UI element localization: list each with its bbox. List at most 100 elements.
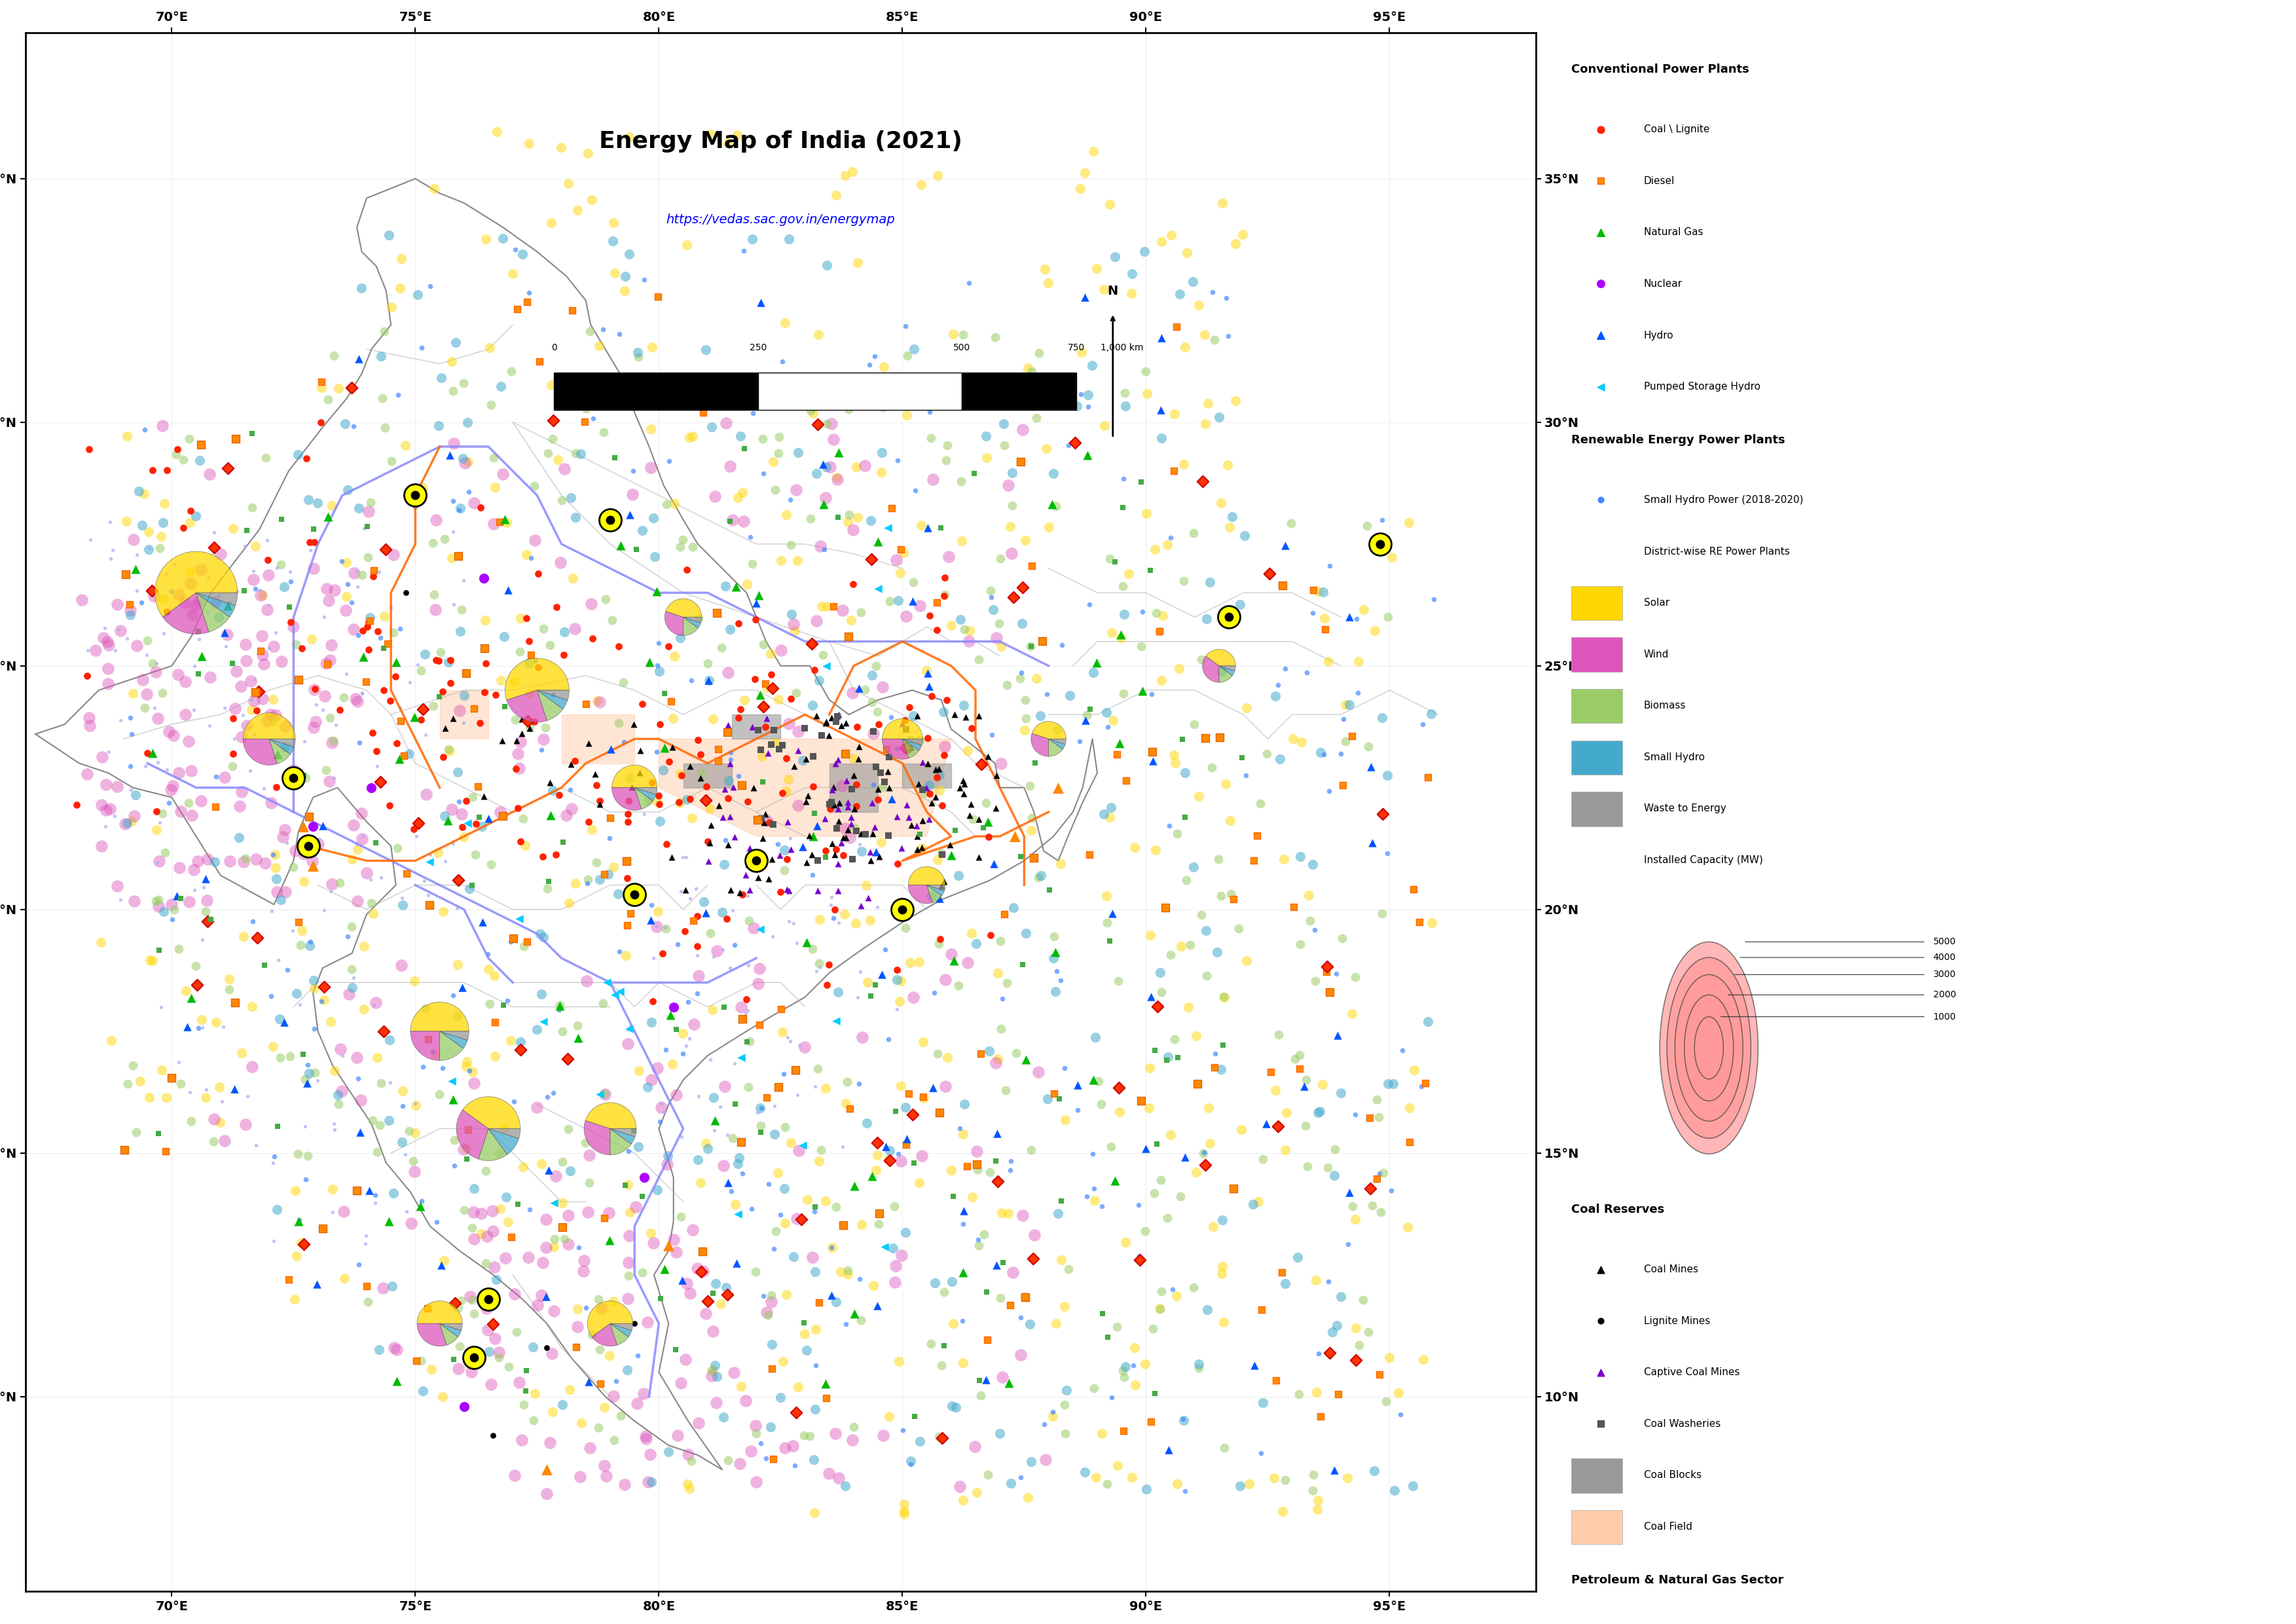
Point bbox=[847, 872, 884, 898]
Point bbox=[1013, 773, 1049, 799]
Point bbox=[810, 723, 847, 749]
Point bbox=[893, 588, 930, 614]
Point bbox=[402, 1194, 439, 1220]
Point bbox=[372, 594, 409, 620]
Point bbox=[1114, 1465, 1150, 1491]
Point bbox=[1410, 1009, 1446, 1034]
Point bbox=[714, 507, 751, 533]
Point bbox=[891, 804, 928, 830]
Point bbox=[691, 921, 728, 947]
Point bbox=[833, 680, 870, 706]
Point bbox=[1127, 1218, 1164, 1244]
Text: Coal Washeries: Coal Washeries bbox=[1644, 1419, 1720, 1429]
Point bbox=[781, 1031, 817, 1057]
Point bbox=[971, 578, 1008, 604]
Point bbox=[886, 313, 923, 339]
Point bbox=[643, 1090, 680, 1116]
Point bbox=[218, 425, 255, 451]
Point bbox=[78, 637, 115, 663]
Point bbox=[691, 830, 728, 856]
Point bbox=[815, 593, 852, 619]
Point bbox=[813, 789, 850, 815]
Point bbox=[668, 844, 705, 870]
Point bbox=[149, 599, 186, 625]
Point bbox=[248, 528, 285, 554]
Point bbox=[585, 1453, 622, 1479]
Point bbox=[719, 573, 755, 599]
Point bbox=[1185, 1140, 1221, 1166]
Wedge shape bbox=[163, 593, 209, 633]
Point bbox=[902, 512, 939, 538]
Point bbox=[443, 619, 480, 645]
Point bbox=[748, 705, 785, 731]
Point bbox=[351, 607, 388, 633]
Point bbox=[243, 685, 280, 711]
Point bbox=[214, 650, 250, 676]
Point bbox=[1003, 417, 1040, 443]
Point bbox=[877, 1254, 914, 1280]
Point bbox=[882, 536, 918, 562]
Point bbox=[546, 619, 583, 645]
Point bbox=[912, 781, 948, 807]
Point bbox=[1348, 513, 1384, 539]
Point bbox=[1187, 411, 1224, 437]
Point bbox=[443, 801, 480, 827]
Point bbox=[788, 745, 824, 771]
Point bbox=[925, 698, 962, 724]
Point bbox=[709, 1447, 746, 1473]
Text: Pumped Storage Hydro: Pumped Storage Hydro bbox=[1644, 382, 1761, 391]
Point bbox=[680, 934, 716, 960]
Point bbox=[1306, 615, 1343, 641]
Point bbox=[533, 802, 569, 828]
Point bbox=[781, 793, 817, 818]
Point bbox=[549, 1046, 585, 1072]
Point bbox=[875, 1194, 912, 1220]
Point bbox=[1306, 606, 1343, 632]
Point bbox=[122, 477, 158, 503]
Point bbox=[730, 952, 767, 978]
Point bbox=[528, 1481, 565, 1507]
Point bbox=[434, 378, 471, 404]
Point bbox=[179, 619, 216, 645]
Point bbox=[1334, 1000, 1371, 1026]
Point bbox=[797, 1194, 833, 1220]
Point bbox=[450, 448, 487, 474]
Point bbox=[606, 1173, 643, 1199]
Point bbox=[360, 1112, 397, 1138]
Point bbox=[184, 927, 220, 953]
Point bbox=[266, 817, 303, 843]
Point bbox=[1102, 625, 1139, 651]
Point bbox=[664, 1267, 700, 1293]
Point bbox=[1352, 1176, 1389, 1202]
Point bbox=[771, 531, 808, 557]
Point bbox=[1316, 1457, 1352, 1483]
Point bbox=[918, 617, 955, 643]
Point bbox=[227, 648, 264, 674]
Point bbox=[925, 1333, 962, 1359]
Point bbox=[1247, 1111, 1283, 1137]
Point bbox=[974, 585, 1010, 611]
Point bbox=[1019, 1059, 1056, 1085]
Point bbox=[507, 833, 544, 859]
Point bbox=[220, 793, 257, 818]
Point bbox=[654, 734, 691, 760]
Point bbox=[356, 1182, 393, 1208]
Point bbox=[608, 1286, 645, 1312]
Point bbox=[266, 713, 303, 739]
Point bbox=[767, 1434, 804, 1460]
Point bbox=[1180, 1356, 1217, 1382]
Point bbox=[863, 830, 900, 856]
Point bbox=[615, 882, 652, 908]
Point bbox=[248, 708, 285, 734]
Point bbox=[1178, 1160, 1215, 1186]
Point bbox=[707, 776, 744, 802]
Point bbox=[921, 778, 957, 804]
Point bbox=[223, 724, 259, 750]
Point bbox=[657, 1239, 693, 1265]
Point bbox=[429, 736, 466, 762]
Point bbox=[471, 1338, 507, 1364]
Point bbox=[585, 1205, 622, 1231]
Point bbox=[889, 403, 925, 429]
Point bbox=[1362, 531, 1398, 557]
Point bbox=[675, 1216, 712, 1242]
